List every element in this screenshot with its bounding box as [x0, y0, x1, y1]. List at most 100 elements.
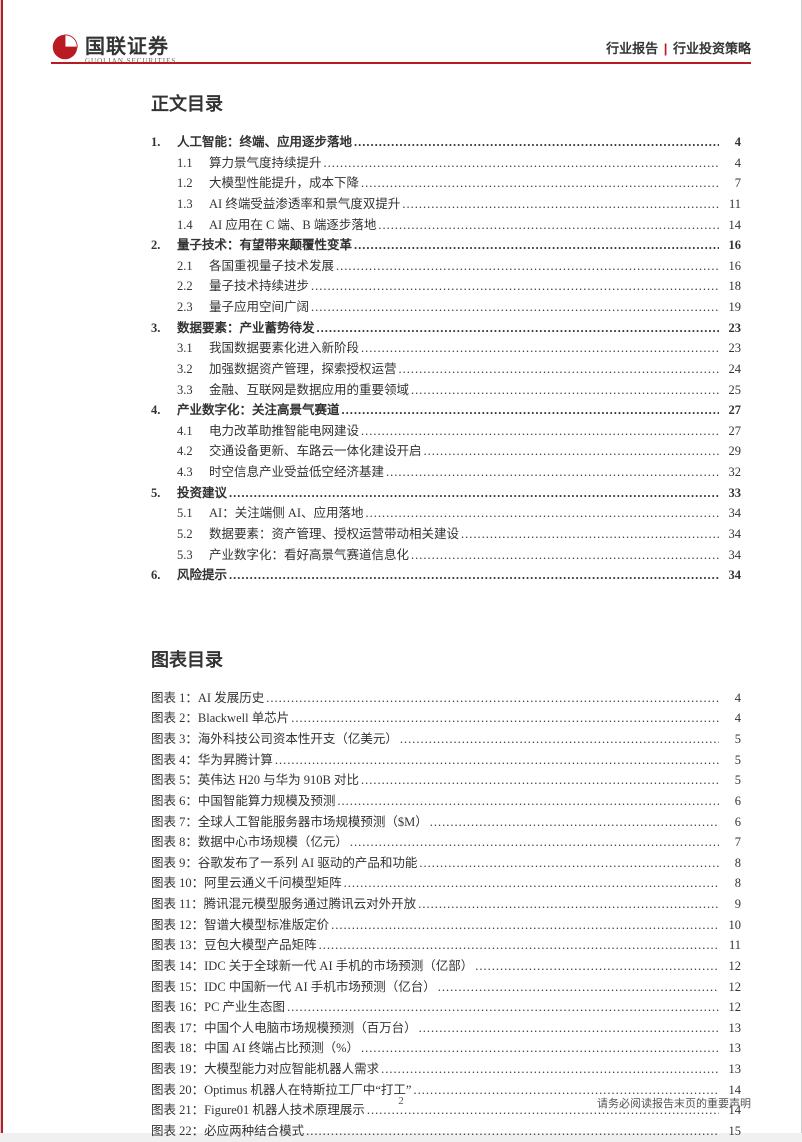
- leader-dots: [324, 153, 719, 174]
- toc-list: 1.人工智能：终端、应用逐步落地41.1算力景气度持续提升41.2大模型性能提升…: [151, 132, 741, 586]
- entry-label: 中国个人电脑市场规模预测（百万台）: [204, 1018, 417, 1039]
- leader-dots: [354, 235, 719, 256]
- entry-label: 中国智能算力规模及预测: [198, 791, 336, 812]
- entry-label: 大模型性能提升，成本下降: [209, 173, 359, 194]
- leader-dots: [361, 338, 719, 359]
- figure-entry: 图表 11：腾讯混元模型服务通过腾讯云对外开放9: [151, 894, 741, 915]
- entry-label: 大模型能力对应智能机器人需求: [204, 1059, 379, 1080]
- entry-number: 5.3: [177, 545, 209, 566]
- entry-label: 量子应用空间广阔: [209, 297, 309, 318]
- entry-label: 智谱大模型标准版定价: [204, 915, 329, 936]
- header-rule: [51, 62, 751, 64]
- entry-page: 24: [721, 359, 741, 380]
- figure-entry: 图表 15：IDC 中国新一代 AI 手机市场预测（亿台） 12: [151, 977, 741, 998]
- entry-page: 9: [721, 894, 741, 915]
- footer-disclaimer: 请务必阅读报告末页的重要声明: [597, 1095, 751, 1111]
- entry-page: 13: [721, 1018, 741, 1039]
- logo-icon: [51, 33, 79, 61]
- entry-label: 量子技术持续进步: [209, 276, 309, 297]
- leader-dots: [337, 791, 719, 812]
- header-separator: |: [664, 41, 668, 56]
- figure-entry: 图表 8：数据中心市场规模（亿元）7: [151, 832, 741, 853]
- toc-entry: 3.2加强数据资产管理，探索授权运营 24: [151, 359, 741, 380]
- figure-entry: 图表 17：中国个人电脑市场规模预测（百万台）13: [151, 1018, 741, 1039]
- entry-label: 金融、互联网是数据应用的重要领域: [209, 380, 409, 401]
- entry-page: 27: [721, 421, 741, 442]
- entry-page: 12: [721, 977, 741, 998]
- leader-dots: [411, 545, 719, 566]
- leader-dots: [378, 215, 719, 236]
- entry-number: 5.2: [177, 524, 209, 545]
- logo-text-block: 国联证券 GUOLIAN SECURITIES: [85, 30, 176, 65]
- figure-entry: 图表 19：大模型能力对应智能机器人需求13: [151, 1059, 741, 1080]
- leader-dots: [287, 997, 719, 1018]
- entry-number: 5.: [151, 483, 177, 504]
- leader-dots: [331, 915, 719, 936]
- leader-dots: [311, 276, 719, 297]
- leader-dots: [275, 750, 719, 771]
- header-category: 行业报告 | 行业投资策略: [606, 38, 751, 57]
- entry-number: 图表 22：: [151, 1121, 204, 1142]
- leader-dots: [399, 359, 719, 380]
- entry-number: 3.2: [177, 359, 209, 380]
- entry-label: 量子技术：有望带来颠覆性变革: [177, 235, 352, 256]
- figure-entry: 图表 13：豆包大模型产品矩阵11: [151, 935, 741, 956]
- entry-page: 33: [721, 483, 741, 504]
- leader-dots: [366, 503, 719, 524]
- entry-label: IDC 中国新一代 AI 手机市场预测（亿台）: [204, 977, 436, 998]
- entry-number: 图表 9：: [151, 853, 198, 874]
- entry-label: 谷歌发布了一系列 AI 驱动的产品和功能: [198, 853, 417, 874]
- company-logo: 国联证券 GUOLIAN SECURITIES: [51, 30, 176, 65]
- entry-page: 10: [721, 915, 741, 936]
- entry-page: 16: [721, 256, 741, 277]
- toc-entry: 4.产业数字化：关注高景气赛道27: [151, 400, 741, 421]
- entry-number: 3.1: [177, 338, 209, 359]
- entry-page: 34: [721, 545, 741, 566]
- entry-label: 产业数字化：关注高景气赛道: [177, 400, 340, 421]
- entry-label: PC 产业生态图: [204, 997, 285, 1018]
- entry-label: 时空信息产业受益低空经济基建: [209, 462, 384, 483]
- entry-number: 1.: [151, 132, 177, 153]
- leader-dots: [381, 1059, 719, 1080]
- toc-entry: 5.投资建议33: [151, 483, 741, 504]
- entry-page: 4: [721, 708, 741, 729]
- entry-number: 图表 19：: [151, 1059, 204, 1080]
- entry-number: 图表 15：: [151, 977, 204, 998]
- leader-dots: [418, 894, 719, 915]
- leader-dots: [229, 483, 719, 504]
- entry-number: 图表 4：: [151, 750, 198, 771]
- entry-page: 25: [721, 380, 741, 401]
- entry-page: 18: [721, 276, 741, 297]
- figure-entry: 图表 4：华为昇腾计算5: [151, 750, 741, 771]
- leader-dots: [350, 832, 719, 853]
- entry-number: 图表 13：: [151, 935, 204, 956]
- entry-number: 图表 14：: [151, 956, 204, 977]
- entry-label: 英伟达 H20 与华为 910B 对比: [198, 770, 359, 791]
- entry-page: 29: [721, 441, 741, 462]
- entry-number: 图表 5：: [151, 770, 198, 791]
- entry-page: 6: [721, 812, 741, 833]
- figure-toc-list: 图表 1：AI 发展历史4图表 2：Blackwell 单芯片4图表 3：海外科…: [151, 688, 741, 1142]
- entry-label: 阿里云通义千问模型矩阵: [204, 873, 342, 894]
- toc-entry: 5.1AI：关注端侧 AI、应用落地34: [151, 503, 741, 524]
- entry-number: 4.2: [177, 441, 209, 462]
- logo-cn: 国联证券: [85, 36, 169, 58]
- entry-page: 5: [721, 770, 741, 791]
- entry-label: 各国重视量子技术发展: [209, 256, 334, 277]
- entry-label: AI 发展历史: [198, 688, 264, 709]
- toc-entry: 4.1电力改革助推智能电网建设27: [151, 421, 741, 442]
- entry-label: 加强数据资产管理，探索授权运营: [209, 359, 397, 380]
- toc-entry: 2.2量子技术持续进步18: [151, 276, 741, 297]
- entry-label: 腾讯混元模型服务通过腾讯云对外开放: [204, 894, 417, 915]
- entry-number: 5.1: [177, 503, 209, 524]
- entry-label: 风险提示: [177, 565, 227, 586]
- leader-dots: [354, 132, 719, 153]
- entry-page: 11: [721, 935, 741, 956]
- leader-dots: [266, 688, 719, 709]
- entry-label: AI 应用在 C 端、B 端逐步落地: [209, 215, 376, 236]
- entry-label: AI：关注端侧 AI、应用落地: [209, 503, 364, 524]
- page-header: 国联证券 GUOLIAN SECURITIES 行业报告 | 行业投资策略: [1, 0, 801, 70]
- entry-page: 27: [721, 400, 741, 421]
- entry-label: 电力改革助推智能电网建设: [209, 421, 359, 442]
- figure-entry: 图表 16：PC 产业生态图12: [151, 997, 741, 1018]
